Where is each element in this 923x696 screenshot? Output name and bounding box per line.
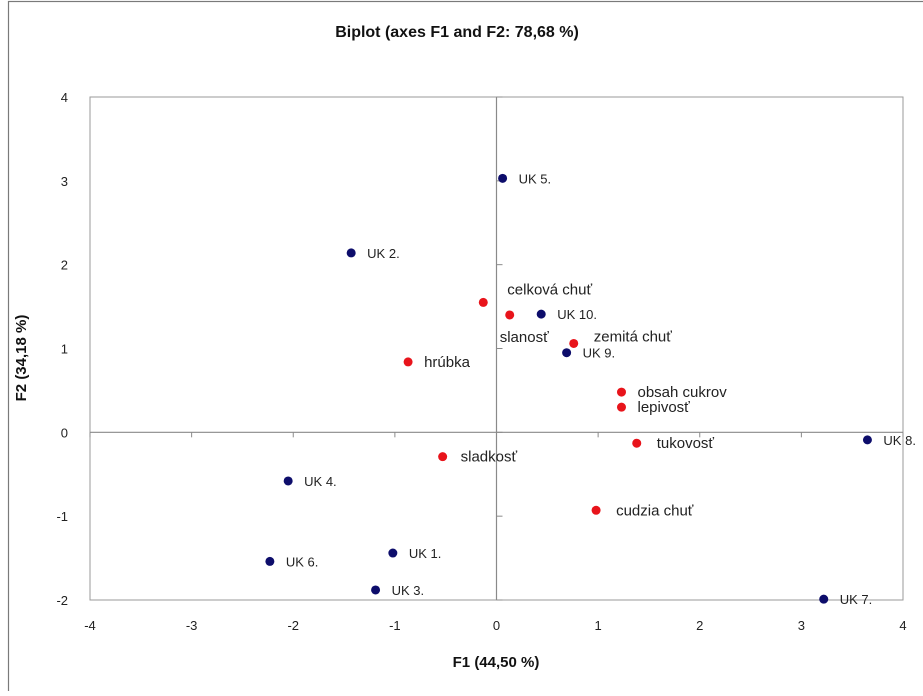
variable-label: sladkosť (461, 449, 518, 466)
observation-label: UK 4. (304, 474, 337, 489)
y-tick-label: 2 (61, 258, 68, 273)
observation-point (819, 595, 828, 604)
variable-point (617, 388, 626, 397)
variable-label: tukovosť (657, 435, 715, 452)
variable-point (479, 298, 488, 307)
y-tick-label: -2 (56, 593, 68, 608)
y-tick-label: 1 (61, 342, 68, 357)
observation-point (537, 310, 546, 319)
observation-label: UK 1. (409, 546, 442, 561)
variable-label: celková chuť (507, 281, 592, 298)
observation-point (347, 248, 356, 257)
y-tick-label: 4 (61, 90, 68, 105)
variable-point (569, 339, 578, 348)
x-tick-label: 1 (595, 618, 602, 633)
y-axis-label: F2 (34,18 %) (13, 315, 30, 402)
x-tick-label: -1 (389, 618, 401, 633)
chart-title: Biplot (axes F1 and F2: 78,68 %) (335, 24, 579, 41)
x-tick-label: -4 (84, 618, 96, 633)
variable-point (592, 506, 601, 515)
y-tick-label: 0 (61, 425, 68, 440)
observation-point (498, 174, 507, 183)
x-tick-label: -2 (287, 618, 299, 633)
observation-label: UK 5. (519, 171, 552, 186)
variable-point (505, 310, 514, 319)
chart-frame (9, 2, 923, 692)
observation-label: UK 10. (557, 307, 597, 322)
x-axis-label: F1 (44,50 %) (453, 654, 540, 671)
x-tick-label: -3 (186, 618, 198, 633)
y-tick-label: 3 (61, 174, 68, 189)
x-tick-label: 2 (696, 618, 703, 633)
observation-label: UK 3. (392, 583, 425, 598)
observation-label: UK 6. (286, 554, 319, 569)
observation-point (388, 549, 397, 558)
observation-point (284, 476, 293, 485)
observation-label: UK 8. (883, 433, 916, 448)
observation-label: UK 9. (583, 346, 616, 361)
x-tick-label: 0 (493, 618, 500, 633)
observation-label: UK 7. (840, 592, 873, 607)
variable-label: hrúbka (424, 354, 471, 371)
observation-label: UK 2. (367, 246, 400, 261)
variable-label: cudzia chuť (616, 502, 694, 519)
variable-point (404, 357, 413, 366)
variable-point (438, 452, 447, 461)
observation-point (562, 348, 571, 357)
variable-label: slanosť (500, 329, 549, 346)
variable-point (632, 439, 641, 448)
variable-point (617, 403, 626, 412)
x-tick-label: 3 (798, 618, 805, 633)
observation-point (265, 557, 274, 566)
variable-label: lepivosť (637, 399, 690, 416)
y-tick-label: -1 (56, 509, 68, 524)
observation-point (371, 585, 380, 594)
x-tick-label: 4 (899, 618, 906, 633)
observation-point (863, 435, 872, 444)
variable-label: zemitá chuť (594, 328, 673, 345)
